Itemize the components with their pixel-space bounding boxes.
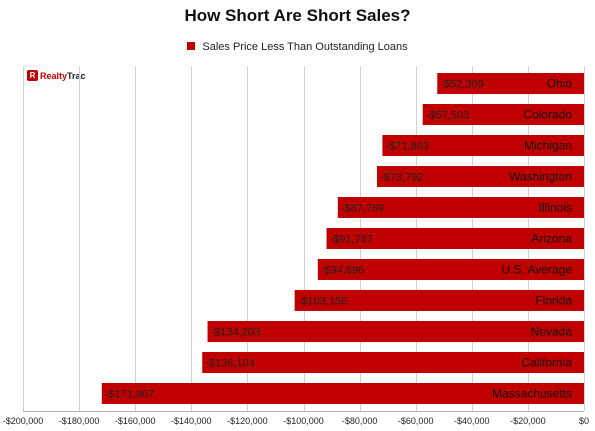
logo-mark-icon: R bbox=[27, 70, 38, 81]
x-tick-label: -$80,000 bbox=[342, 416, 378, 426]
bar bbox=[101, 383, 584, 404]
category-label: Nevada bbox=[531, 325, 573, 339]
category-label: Colorado bbox=[523, 108, 572, 122]
bar bbox=[326, 228, 584, 249]
data-label: -$57,503 bbox=[426, 110, 469, 122]
logo-text: RealtyTrac bbox=[40, 70, 86, 81]
category-label: Michigan bbox=[524, 139, 572, 153]
data-label: -$52,309 bbox=[440, 79, 483, 91]
x-tick-label: -$40,000 bbox=[454, 416, 490, 426]
category-label: Florida bbox=[535, 294, 572, 308]
data-label: -$91,787 bbox=[330, 234, 373, 246]
x-tick-label: $0 bbox=[579, 416, 589, 426]
bar bbox=[377, 166, 584, 187]
category-label: U.S. Average bbox=[502, 263, 573, 277]
bar bbox=[382, 135, 584, 156]
legend-swatch bbox=[187, 42, 196, 50]
bar bbox=[337, 197, 584, 218]
data-label: -$171,907 bbox=[105, 389, 155, 401]
legend-label: Sales Price Less Than Outstanding Loans bbox=[202, 41, 408, 53]
data-label: -$134,203 bbox=[211, 327, 261, 339]
category-label: Massachusetts bbox=[492, 387, 572, 401]
category-label: Ohio bbox=[547, 77, 573, 91]
data-label: -$103,156 bbox=[298, 296, 348, 308]
category-label: Arizona bbox=[531, 232, 572, 246]
bar bbox=[294, 290, 584, 311]
x-tick-label: -$140,000 bbox=[171, 416, 212, 426]
realtytrac-logo: R RealtyTrac bbox=[27, 69, 86, 82]
data-label: -$136,104 bbox=[205, 358, 255, 370]
bar bbox=[317, 259, 584, 280]
bar bbox=[422, 104, 584, 125]
bar bbox=[207, 321, 584, 342]
bar bbox=[437, 73, 584, 94]
data-label: -$94,896 bbox=[321, 265, 364, 277]
x-tick-label: -$200,000 bbox=[3, 416, 44, 426]
legend: Sales Price Less Than Outstanding Loans bbox=[0, 41, 595, 53]
data-label: -$71,863 bbox=[385, 141, 428, 153]
bar bbox=[202, 352, 585, 373]
category-label: Illinois bbox=[539, 201, 572, 215]
category-label: Washington bbox=[509, 170, 572, 184]
x-tick-label: -$180,000 bbox=[59, 416, 100, 426]
x-tick-label: -$120,000 bbox=[227, 416, 268, 426]
x-tick-label: -$100,000 bbox=[283, 416, 324, 426]
x-tick-label: -$160,000 bbox=[115, 416, 156, 426]
category-label: California bbox=[521, 356, 572, 370]
data-label: -$73,792 bbox=[380, 172, 423, 184]
x-tick-label: -$20,000 bbox=[510, 416, 546, 426]
chart-title: How Short Are Short Sales? bbox=[184, 6, 411, 25]
data-label: -$87,769 bbox=[341, 203, 384, 215]
x-tick-label: -$60,000 bbox=[398, 416, 434, 426]
